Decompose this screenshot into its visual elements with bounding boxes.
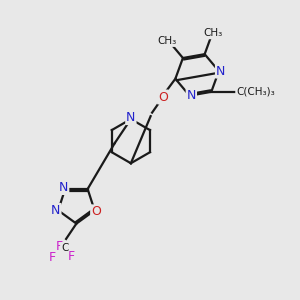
Text: CH₃: CH₃ bbox=[157, 36, 176, 46]
Text: F: F bbox=[68, 250, 75, 262]
Text: O: O bbox=[158, 91, 168, 103]
Text: N: N bbox=[187, 89, 196, 102]
Text: N: N bbox=[216, 64, 225, 78]
Text: F: F bbox=[48, 251, 56, 264]
Text: C: C bbox=[61, 243, 68, 253]
Text: N: N bbox=[51, 204, 61, 217]
Text: O: O bbox=[91, 206, 101, 218]
Text: CH₃: CH₃ bbox=[203, 28, 223, 38]
Text: C(CH₃)₃: C(CH₃)₃ bbox=[236, 87, 275, 97]
Text: N: N bbox=[126, 111, 136, 124]
Text: F: F bbox=[56, 240, 63, 253]
Text: N: N bbox=[59, 181, 68, 194]
